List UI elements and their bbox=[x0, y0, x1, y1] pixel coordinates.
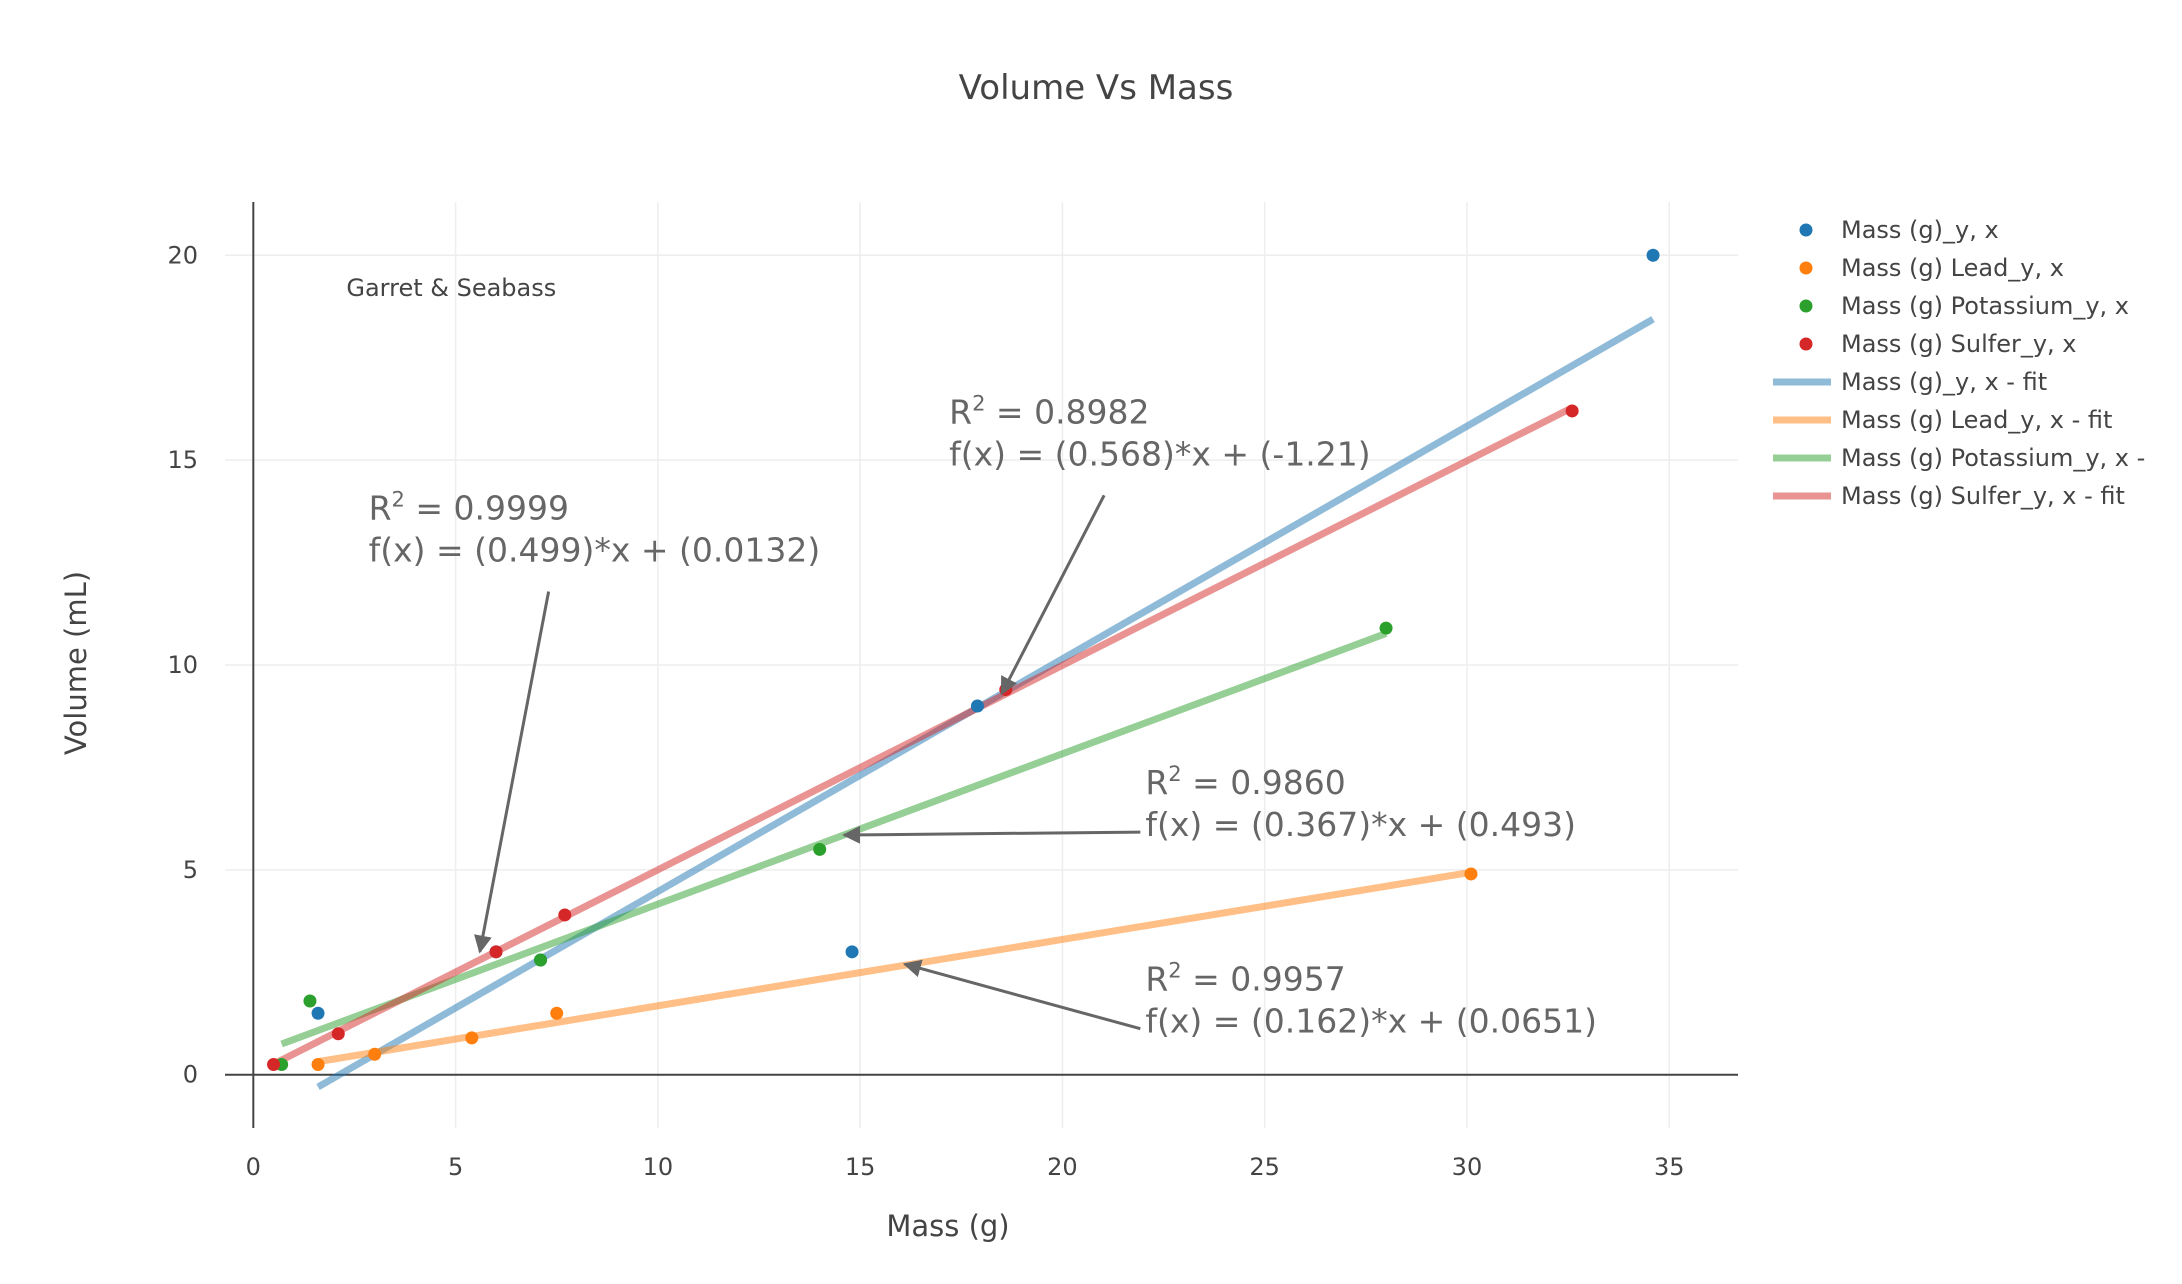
annotation-r-exponent-4: 2 bbox=[1168, 959, 1181, 983]
annotation-arrow-4 bbox=[902, 959, 1141, 1031]
annotation-fx-2: f(x) = (0.568)*x + (-1.21) bbox=[949, 434, 1371, 473]
annotation-r-letter-4: R bbox=[1145, 960, 1168, 999]
annotation-r2-label-1: R2 = 0.9999 bbox=[369, 488, 569, 528]
annotation-r2-label-3: R2 = 0.9860 bbox=[1145, 762, 1345, 802]
data-point-s1-4 bbox=[845, 945, 859, 959]
data-point-s1-6 bbox=[1646, 248, 1660, 262]
x-tick-label-25: 25 bbox=[1249, 1153, 1280, 1181]
y-axis-title: Volume (mL) bbox=[59, 571, 93, 755]
legend-label-4: Mass (g) Sulfer_y, x bbox=[1841, 330, 2077, 358]
annotation-r2-value-3: = 0.9860 bbox=[1182, 763, 1346, 802]
annotation-r2-label-2: R2 = 0.8982 bbox=[949, 391, 1149, 431]
legend-label-5: Mass (g)_y, x - fit bbox=[1841, 368, 2047, 396]
data-point-s4-4 bbox=[558, 908, 572, 922]
legend-label-6: Mass (g) Lead_y, x - fit bbox=[1841, 406, 2112, 434]
y-tick-label-20: 20 bbox=[167, 241, 198, 269]
x-axis-title: Mass (g) bbox=[886, 1209, 1009, 1243]
legend-item-4[interactable]: Mass (g) Sulfer_y, x bbox=[1799, 330, 2077, 358]
legend-marker-4 bbox=[1799, 337, 1813, 351]
x-tick-label-0: 0 bbox=[246, 1153, 261, 1181]
data-point-s2-5 bbox=[1464, 867, 1478, 881]
annotation-r-letter-1: R bbox=[369, 489, 392, 528]
annotation-r-letter-2: R bbox=[949, 392, 972, 431]
legend-item-6[interactable]: Mass (g) Lead_y, x - fit bbox=[1773, 406, 2112, 434]
chart-title: Volume Vs Mass bbox=[959, 68, 1234, 108]
x-tick-label-30: 30 bbox=[1452, 1153, 1483, 1181]
data-point-s4-3 bbox=[489, 945, 503, 959]
fit-line-3 bbox=[280, 630, 1388, 1048]
fit-line-4 bbox=[271, 404, 1574, 1068]
annotation-r-exponent-1: 2 bbox=[392, 488, 405, 512]
annotation-arrow-2 bbox=[1000, 494, 1106, 696]
annotation-r-letter-3: R bbox=[1145, 763, 1168, 802]
annotation-r-exponent-2: 2 bbox=[972, 391, 985, 415]
garret-seabass-note: Garret & Seabass bbox=[346, 274, 556, 302]
fit-line-2 bbox=[317, 868, 1472, 1066]
annotation-fx-1: f(x) = (0.499)*x + (0.0132) bbox=[369, 531, 821, 570]
legend-marker-1 bbox=[1799, 223, 1813, 237]
legend-marker-3 bbox=[1799, 299, 1813, 313]
data-point-s3-3 bbox=[534, 953, 548, 967]
legend-label-3: Mass (g) Potassium_y, x bbox=[1841, 292, 2129, 320]
legend-item-3[interactable]: Mass (g) Potassium_y, x bbox=[1799, 292, 2130, 320]
legend-label-1: Mass (g)_y, x bbox=[1841, 216, 1999, 244]
legend-item-8[interactable]: Mass (g) Sulfer_y, x - fit bbox=[1773, 482, 2125, 510]
y-tick-label-5: 5 bbox=[183, 856, 198, 884]
legend-label-2: Mass (g) Lead_y, x bbox=[1841, 254, 2064, 282]
data-point-s3-4 bbox=[813, 842, 827, 856]
y-tick-label-0: 0 bbox=[183, 1061, 198, 1089]
x-tick-label-35: 35 bbox=[1654, 1153, 1685, 1181]
data-point-s2-4 bbox=[550, 1006, 564, 1020]
annotation-arrow-1 bbox=[474, 591, 551, 954]
legend-item-2[interactable]: Mass (g) Lead_y, x bbox=[1799, 254, 2064, 282]
fit-lines-layer bbox=[271, 316, 1655, 1091]
data-point-s4-1 bbox=[267, 1057, 281, 1071]
data-point-s1-1 bbox=[311, 1006, 325, 1020]
annotation-r2-label-4: R2 = 0.9957 bbox=[1145, 959, 1345, 999]
data-point-s4-6 bbox=[1565, 404, 1579, 418]
data-point-s2-2 bbox=[368, 1047, 382, 1061]
data-point-s3-2 bbox=[303, 994, 317, 1008]
annotation-r2-value-1: = 0.9999 bbox=[405, 489, 569, 528]
data-point-s4-2 bbox=[331, 1027, 345, 1041]
x-tick-label-15: 15 bbox=[845, 1153, 876, 1181]
x-tick-label-20: 20 bbox=[1047, 1153, 1078, 1181]
legend-item-1[interactable]: Mass (g)_y, x bbox=[1799, 216, 1999, 244]
x-tick-label-5: 5 bbox=[448, 1153, 463, 1181]
grid-layer bbox=[225, 202, 1738, 1128]
x-tick-label-10: 10 bbox=[643, 1153, 674, 1181]
legend-item-5[interactable]: Mass (g)_y, x - fit bbox=[1773, 368, 2047, 396]
annotation-arrow-3 bbox=[842, 825, 1141, 844]
y-tick-label-15: 15 bbox=[167, 446, 198, 474]
legend-label-8: Mass (g) Sulfer_y, x - fit bbox=[1841, 482, 2125, 510]
data-point-s3-5 bbox=[1379, 621, 1393, 635]
legend[interactable]: Mass (g)_y, x Mass (g) Lead_y, x Mass (g) … bbox=[1773, 216, 2145, 510]
axis-layer: 0 5 10 15 20 25 30 35 0 5 10 15 20 bbox=[167, 202, 1738, 1181]
annotation-r2-value-2: = 0.8982 bbox=[985, 392, 1149, 431]
annotation-r2-value-4: = 0.9957 bbox=[1182, 960, 1346, 999]
legend-label-7: Mass (g) Potassium_y, x - bbox=[1841, 444, 2145, 472]
y-tick-label-10: 10 bbox=[167, 651, 198, 679]
annotation-fx-3: f(x) = (0.367)*x + (0.493) bbox=[1145, 805, 1576, 844]
legend-marker-2 bbox=[1799, 261, 1813, 275]
annotation-fx-4: f(x) = (0.162)*x + (0.0651) bbox=[1145, 1002, 1597, 1041]
legend-item-7[interactable]: Mass (g) Potassium_y, x - bbox=[1773, 444, 2145, 472]
annotation-r-exponent-3: 2 bbox=[1168, 762, 1181, 786]
data-point-s2-1 bbox=[311, 1057, 325, 1071]
data-point-s2-3 bbox=[465, 1031, 479, 1045]
data-point-s1-5 bbox=[970, 699, 984, 713]
